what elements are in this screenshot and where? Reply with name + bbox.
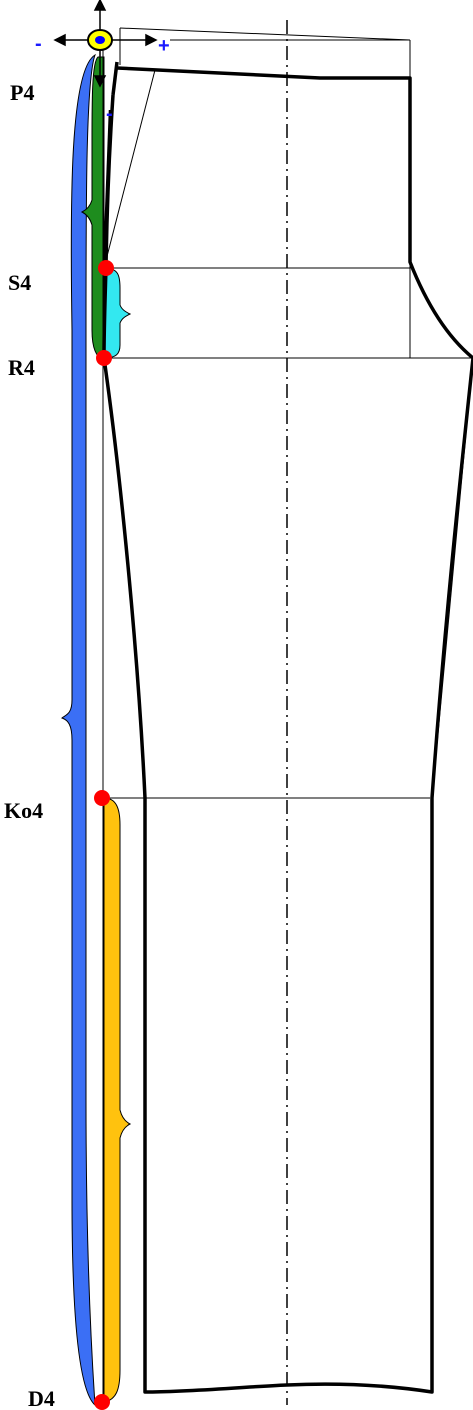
point-s4 (98, 260, 114, 276)
brace-cyan-seat-to-crotch (103, 267, 132, 359)
minus-left-sign: - (35, 33, 42, 55)
brace-blue-total-length (61, 53, 96, 1407)
label-r4: R4 (8, 355, 35, 380)
brace-green-waist-to-hip (80, 56, 105, 361)
plus-right-sign: + (158, 35, 170, 57)
construction-lines (102, 27, 473, 1402)
minus-down-sign: - (106, 103, 113, 125)
point-r4 (96, 350, 112, 366)
label-s4: S4 (8, 270, 31, 295)
fly-extension-line (102, 109, 112, 269)
point-ko4 (94, 790, 110, 806)
label-ko4: Ko4 (4, 798, 43, 823)
point-d4 (94, 1394, 110, 1410)
label-d4: D4 (28, 1386, 55, 1410)
origin-center-dot (95, 36, 105, 44)
brace-yellow-knee-to-hem (103, 797, 132, 1403)
trouser-outline (102, 66, 473, 1394)
waist-front-line (111, 61, 119, 96)
label-p4: P4 (10, 80, 34, 105)
